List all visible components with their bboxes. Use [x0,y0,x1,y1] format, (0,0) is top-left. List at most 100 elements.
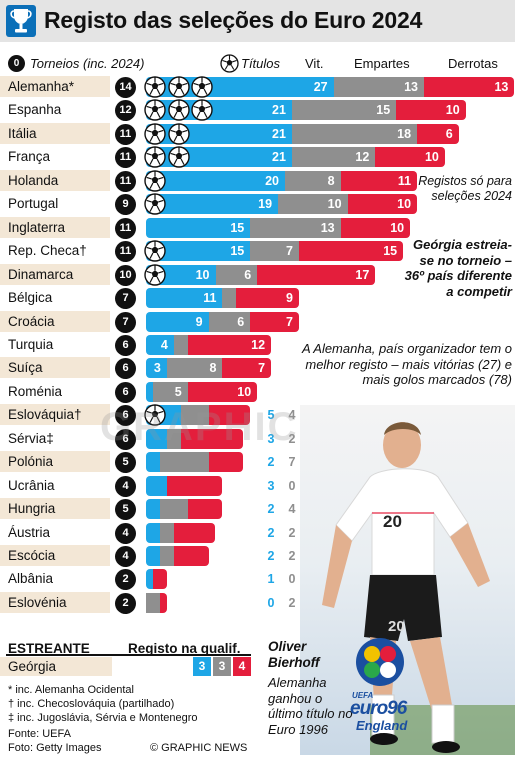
note-georgia: Geórgia estreia-se no torneio – 36º país… [404,237,512,299]
wins-value: 3 [267,431,275,446]
draws-bar [159,546,174,566]
logo-uefa: UEFA [352,691,374,700]
copyright-text: © GRAPHIC NEWS [150,742,248,754]
draws-value: 4 [288,408,296,423]
team-name: Roménia [8,383,63,399]
losses-bar [173,522,216,543]
wins-bar: 15 [146,217,251,238]
photo-caption: Alemanha ganhou o último título no Euro … [268,675,353,737]
tournaments-count: 9 [115,194,136,216]
losses-bar: 10 [187,381,258,402]
title-ball-icon [167,99,190,122]
wins-value: 2 [267,525,275,540]
tournaments-count: 4 [115,522,136,544]
tournaments-count: 10 [115,264,136,286]
losses-bar: 10 [375,147,445,168]
draws-bar: 6 [215,264,258,285]
qual-wins: 3 [193,657,211,676]
team-name: Alemanha* [0,76,110,97]
title-ball-icon [144,193,166,215]
wins-value: 1 [267,572,275,587]
team-name: França [8,149,51,165]
losses-bar: 9 [236,288,299,309]
tournaments-badge: 0 [8,55,25,72]
table-row: Escócia4225 [0,545,515,568]
tournaments-count: 6 [115,428,136,450]
tournaments-count: 7 [115,288,136,310]
losses-bar: 10 [347,194,418,215]
losses-bar [173,546,209,566]
wins-bar [146,569,153,590]
draws-bar [159,452,209,473]
draws-bar: 18 [291,123,418,144]
title-ball-icon [144,404,166,426]
losses-bar [166,475,223,496]
tournaments-count: 4 [115,546,136,567]
titles-ball-icon [220,54,239,73]
losses-bar: 10 [340,217,411,238]
draws-bar [180,405,209,426]
title-ball-icon [191,99,213,122]
losses-bar [187,499,223,520]
team-name: Áustria [8,524,51,540]
logo-england: England [356,718,408,733]
table-row: Bélgica 7 11 9 [0,287,515,310]
team-name: Holanda [0,169,110,191]
wins-bar: 15 [146,241,251,262]
table-row: Portugal 9 19 10 10 [0,193,515,216]
photo-credit: Foto: Getty Images [8,742,102,754]
svg-text:20: 20 [383,512,402,531]
losses-bar: 15 [298,241,404,262]
title-ball-icon [167,123,190,145]
table-row: Itália 11 21 18 6 [0,122,515,146]
losses-bar [159,592,167,613]
header-bar: Registo das seleções do Euro 2024 [0,0,515,42]
table-row: Roménia 6 5 10 [0,381,515,404]
footnote-3: ‡ inc. Jugoslávia, Sérvia e Montenegro [8,712,198,724]
losses-bar [208,405,251,426]
tournaments-count: 7 [115,311,136,333]
tournaments-count: 6 [115,405,136,427]
wins-bar [146,381,153,402]
title-ball-icon [144,76,166,98]
tournaments-count: 11 [115,147,136,169]
tournaments-count: 5 [115,452,136,474]
draws-bar [222,288,237,309]
title-ball-icon [167,146,190,169]
table-row: Eslováquia†6546 [0,404,515,427]
team-name: Croácia [0,310,110,332]
wins-bar: 3 [146,358,167,379]
draws-bar: 6 [208,311,251,332]
debutant-title: ESTREANTE [8,641,90,656]
wins-bar [146,475,167,496]
losses-bar: 12 [187,334,272,355]
draws-bar [159,499,188,520]
draws-value: 0 [288,572,296,587]
draws-bar: 12 [291,147,376,168]
draws-value: 2 [288,431,296,446]
wins-bar [146,428,167,449]
wins-value: 3 [267,478,275,493]
wins-bar: 4 [146,334,174,355]
note-registos: Registos só para seleções 2024 [418,174,512,203]
tournaments-count: 6 [115,381,136,403]
draws-bar: 5 [152,381,188,402]
draws-value: 4 [288,502,296,517]
tournaments-column-header: Torneios (inc. 2024) [30,56,145,71]
tournaments-count: 12 [115,100,136,122]
table-row: Turquia 6 4 12 [0,334,515,357]
table-row: Inglaterra 11 15 13 10 [0,216,515,240]
tournaments-count: 11 [115,123,136,145]
table-row: Hungria5245 [0,498,515,521]
table-row: Dinamarca 10 10 6 17 [0,263,515,287]
tournaments-count: 6 [115,334,136,356]
title-ball-icon [144,240,166,262]
tournaments-count: 11 [115,241,136,263]
tournaments-count: 6 [115,358,136,380]
losses-bar: 17 [257,264,376,285]
team-name: Ucrânia [8,477,55,493]
debutant-team: Geórgia [0,657,112,676]
table-row: Holanda 11 20 8 11 [0,169,515,193]
title-ball-icon [191,76,213,98]
page-title: Registo das seleções do Euro 2024 [44,7,423,33]
